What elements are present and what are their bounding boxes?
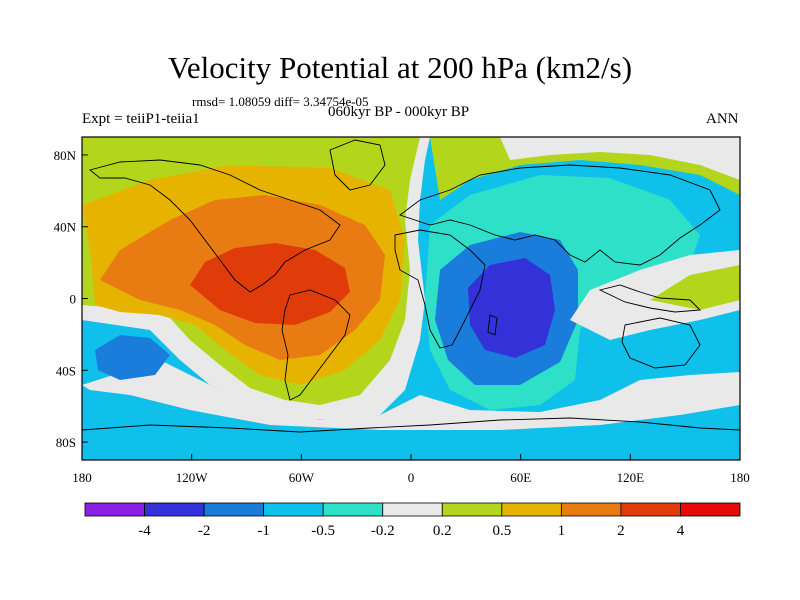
y-tick-label: 80S [56, 435, 76, 450]
colorbar-box [441, 502, 503, 517]
colorbar-label: 1 [558, 523, 566, 539]
coastline-south-america [281, 289, 351, 401]
x-tick-label: 0 [408, 470, 415, 485]
coastline-antarctica [82, 417, 740, 433]
contour-neutral-east [570, 250, 740, 340]
colorbar: -4 -2 -1 -0.5 -0.2 0.2 0.5 1 2 4 [84, 502, 741, 539]
colorbar-box [382, 502, 443, 517]
coastline-maritime [598, 284, 702, 313]
map-title: Velocity Potential at 200 hPa (km2/s) [167, 50, 633, 85]
colorbar-label: 0.2 [433, 523, 452, 539]
colorbar-box [560, 502, 622, 517]
colorbar-label: -2 [198, 523, 211, 539]
coastline-australia [621, 317, 701, 369]
x-tick-label: 180 [72, 470, 92, 485]
colorbar-box [84, 502, 145, 517]
season-label: ANN [706, 111, 739, 127]
x-tick-label: 180 [730, 470, 750, 485]
period-label: 060kyr BP - 000kyr BP [328, 104, 470, 120]
contour-field [82, 137, 740, 460]
y-tick-label: 40S [56, 363, 76, 378]
x-tick-label: 120W [176, 470, 209, 485]
stats-line: rmsd= 1.08059 diff= 3.34754e-05 [192, 94, 369, 109]
colorbar-label: -0.5 [311, 523, 335, 539]
x-tick-label: 120E [617, 470, 645, 485]
colorbar-box [322, 502, 384, 517]
x-tick-label: 60W [289, 470, 315, 485]
contour-red-orange [190, 243, 350, 325]
colorbar-box [144, 502, 205, 517]
colorbar-label: 0.5 [492, 523, 511, 539]
y-tick-label: 40N [54, 220, 77, 235]
y-tick-label: 80N [54, 148, 77, 163]
colorbar-box [501, 502, 562, 517]
contour-neutral-north [500, 137, 740, 180]
colorbar-box [620, 502, 681, 517]
coastline-madagascar [487, 314, 498, 336]
contour-blue-southwest [95, 335, 170, 380]
coastline-europe-asia [399, 164, 721, 266]
experiment-label: Expt = teiiP1-teiia1 [82, 111, 200, 127]
coastline-greenland [329, 139, 386, 191]
colorbar-label: 4 [677, 523, 685, 539]
colorbar-label: -1 [257, 523, 270, 539]
colorbar-label: -0.2 [371, 523, 395, 539]
colorbar-box [203, 502, 265, 517]
colorbar-box [263, 502, 324, 517]
colorbar-box [680, 502, 741, 517]
contour-cyan-south [82, 420, 740, 460]
colorbar-label: -4 [138, 523, 151, 539]
contour-neutral-south [82, 360, 740, 430]
coastline-africa [394, 229, 486, 349]
coastlines [82, 139, 740, 433]
axes: 180 120W 60W 0 60E 120E 180 80N 40N 0 40S 80S [54, 148, 750, 485]
coastline-north-america [89, 159, 341, 293]
colorbar-label: 2 [617, 523, 625, 539]
x-tick-label: 60E [510, 470, 531, 485]
y-tick-label: 0 [70, 292, 77, 307]
